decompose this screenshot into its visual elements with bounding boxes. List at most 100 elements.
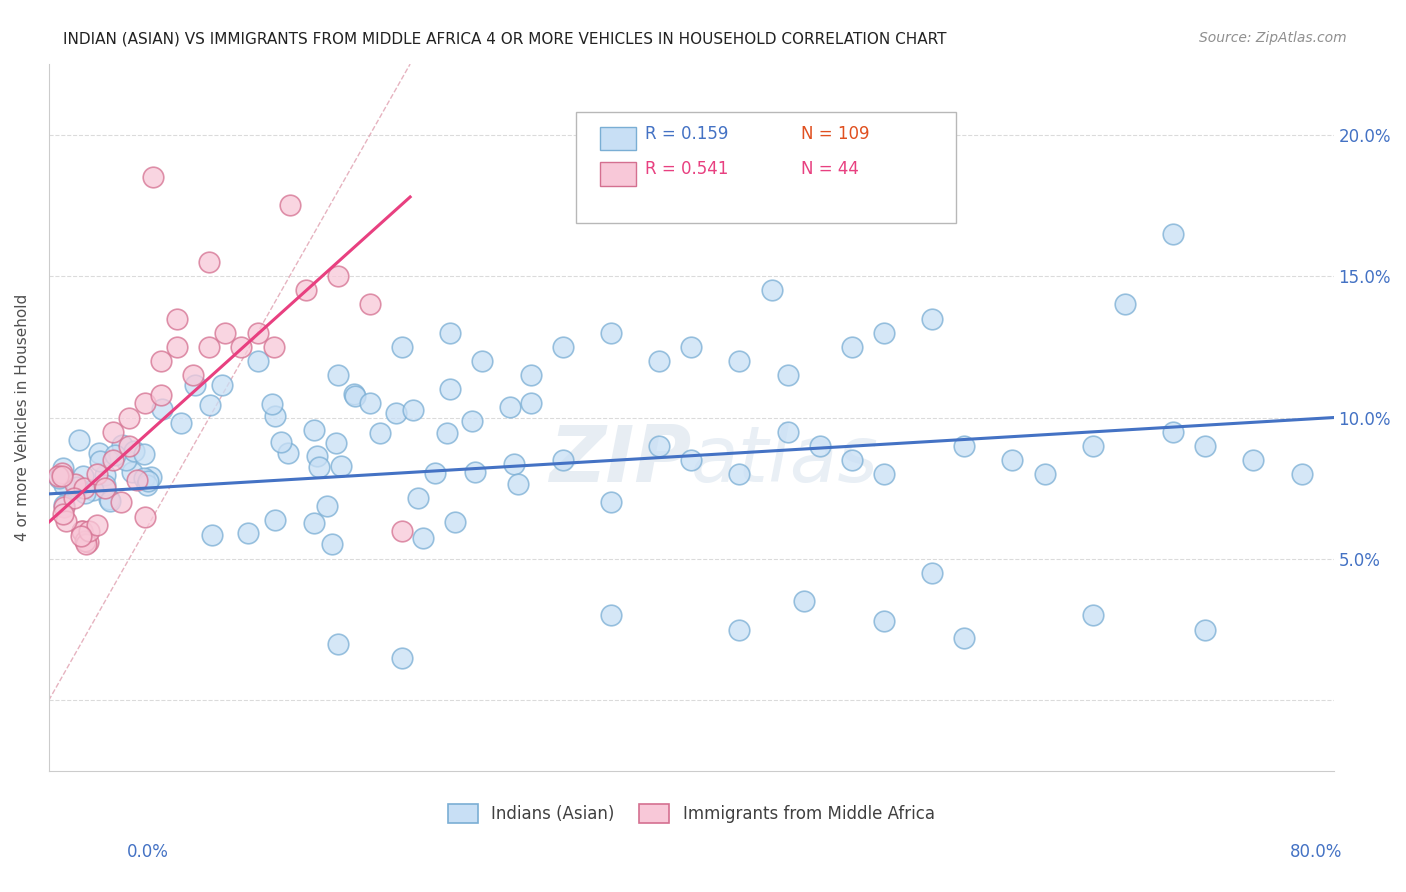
Point	[841, 340, 863, 354]
Point	[55, 514, 77, 528]
Text: ZIP: ZIP	[548, 422, 692, 498]
Point	[86, 518, 108, 533]
Point	[82, 483, 104, 497]
Point	[122, 444, 145, 458]
Point	[236, 526, 259, 541]
Text: INDIAN (ASIAN) VS IMMIGRANTS FROM MIDDLE AFRICA 4 OR MORE VEHICLES IN HOUSEHOLD : INDIAN (ASIAN) VS IMMIGRANTS FROM MIDDLE…	[63, 31, 946, 46]
Point	[776, 368, 799, 383]
Point	[166, 311, 188, 326]
Point	[77, 524, 100, 538]
Point	[391, 524, 413, 538]
Point	[278, 198, 301, 212]
Point	[808, 439, 831, 453]
Point	[134, 471, 156, 485]
Point	[89, 454, 111, 468]
Point	[63, 491, 86, 505]
Point	[150, 388, 173, 402]
Point	[1194, 623, 1216, 637]
Point	[101, 425, 124, 439]
Point	[94, 481, 117, 495]
Point	[1161, 425, 1184, 439]
Point	[77, 534, 100, 549]
Point	[101, 453, 124, 467]
Point	[599, 608, 621, 623]
Point	[436, 425, 458, 440]
Point	[325, 436, 347, 450]
Point	[444, 516, 467, 530]
Point	[304, 516, 326, 530]
Point	[73, 486, 96, 500]
Point	[53, 500, 76, 515]
Point	[329, 459, 352, 474]
Point	[262, 397, 284, 411]
Point	[170, 416, 193, 430]
Point	[1114, 297, 1136, 311]
Point	[1291, 467, 1313, 482]
Point	[52, 507, 75, 521]
Point	[551, 340, 574, 354]
Point	[121, 465, 143, 479]
Point	[134, 509, 156, 524]
Point	[503, 457, 526, 471]
Point	[111, 438, 134, 452]
Point	[304, 423, 326, 437]
Point	[873, 467, 896, 482]
Point	[211, 378, 233, 392]
Point	[134, 396, 156, 410]
Point	[519, 396, 541, 410]
Text: atlas: atlas	[692, 422, 879, 498]
Point	[231, 340, 253, 354]
Point	[135, 478, 157, 492]
Point	[315, 499, 337, 513]
Point	[326, 269, 349, 284]
Point	[461, 414, 484, 428]
Point	[270, 434, 292, 449]
Point	[921, 566, 943, 580]
Point	[308, 459, 330, 474]
Point	[134, 447, 156, 461]
Point	[761, 283, 783, 297]
Point	[246, 354, 269, 368]
Point	[66, 479, 89, 493]
Point	[198, 340, 221, 354]
Point	[1194, 439, 1216, 453]
Text: R = 0.541: R = 0.541	[645, 161, 728, 178]
Point	[70, 529, 93, 543]
Point	[391, 340, 413, 354]
Point	[198, 255, 221, 269]
Point	[953, 631, 976, 645]
Point	[51, 466, 73, 480]
Point	[359, 396, 381, 410]
Point	[75, 537, 97, 551]
Point	[264, 409, 287, 423]
Y-axis label: 4 or more Vehicles in Household: 4 or more Vehicles in Household	[15, 294, 30, 541]
Point	[246, 326, 269, 340]
Point	[1081, 608, 1104, 623]
Point	[343, 387, 366, 401]
Point	[1161, 227, 1184, 241]
Point	[65, 476, 87, 491]
Point	[921, 311, 943, 326]
Point	[425, 467, 447, 481]
Point	[214, 326, 236, 340]
Point	[412, 531, 434, 545]
Point	[728, 354, 751, 368]
Point	[681, 340, 703, 354]
Point	[138, 475, 160, 489]
Point	[73, 533, 96, 548]
Point	[277, 446, 299, 460]
Point	[464, 465, 486, 479]
Point	[118, 439, 141, 453]
Point	[98, 494, 121, 508]
Point	[264, 513, 287, 527]
Point	[94, 478, 117, 492]
Point	[263, 340, 285, 354]
Point	[87, 446, 110, 460]
Text: Source: ZipAtlas.com: Source: ZipAtlas.com	[1199, 31, 1347, 45]
Point	[793, 594, 815, 608]
Point	[115, 452, 138, 467]
Point	[51, 469, 73, 483]
Point	[86, 467, 108, 482]
Point	[439, 326, 461, 340]
Point	[110, 495, 132, 509]
